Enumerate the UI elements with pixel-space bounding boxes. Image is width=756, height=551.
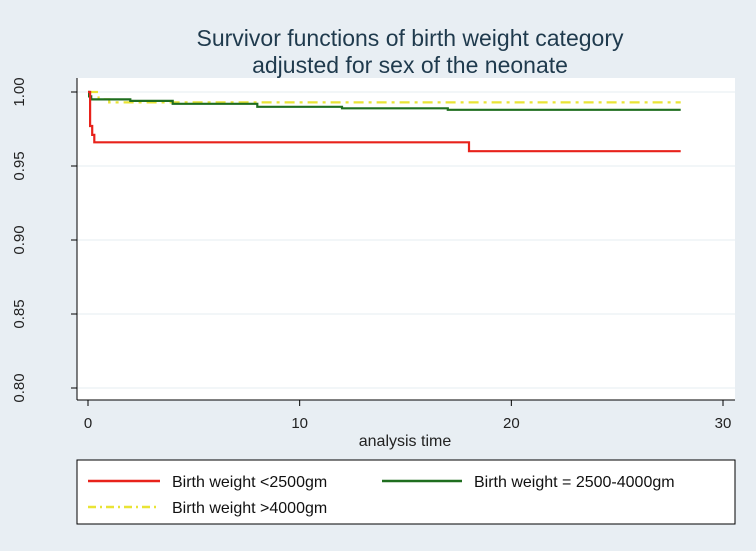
y-tick-label: 0.95	[11, 151, 28, 180]
y-tick-label: 1.00	[11, 77, 28, 106]
legend-label-normal: Birth weight = 2500-4000gm	[474, 474, 675, 491]
legend-box	[76, 459, 736, 525]
legend-label-low: Birth weight <2500gm	[172, 474, 327, 491]
y-tick-label: 0.90	[11, 225, 28, 254]
x-tick-label: 30	[715, 415, 732, 432]
x-tick-label: 10	[291, 415, 308, 432]
x-tick-label: 0	[84, 415, 92, 432]
y-tick-label: 0.80	[11, 373, 28, 402]
legend-label-high: Birth weight >4000gm	[172, 500, 327, 517]
chart-title-line-2: adjusted for sex of the neonate	[252, 52, 568, 78]
x-tick-label: 20	[503, 415, 520, 432]
chart-title-line-1: Survivor functions of birth weight categ…	[197, 25, 624, 51]
y-tick-label: 0.85	[11, 299, 28, 328]
plot-area	[77, 78, 735, 400]
series-line-low	[88, 90, 681, 153]
x-axis-label: analysis time	[359, 433, 452, 450]
